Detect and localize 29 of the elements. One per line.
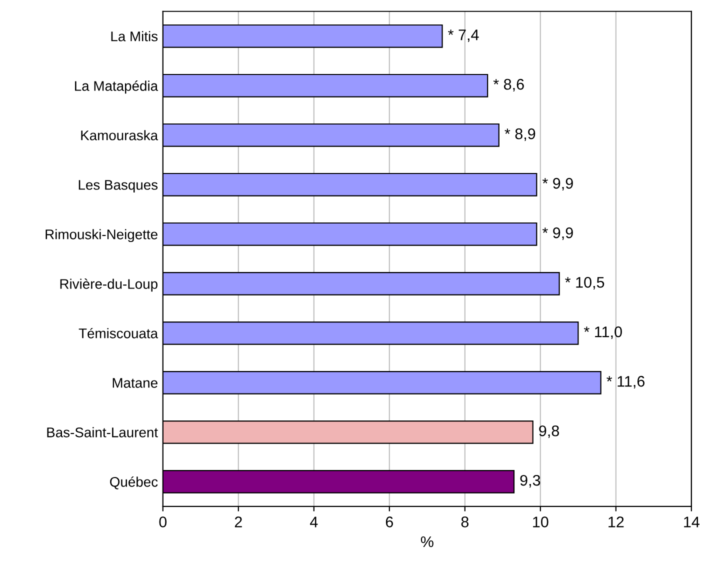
y-tick-label: La Mitis — [111, 31, 158, 42]
data-label: * 9,9 — [542, 227, 573, 240]
y-tick-label: Kamouraska — [81, 130, 158, 140]
y-tick-label: Témiscouata — [78, 328, 158, 338]
x-tick-label: 8 — [461, 516, 468, 528]
data-label: * 8,6 — [493, 78, 524, 92]
data-label: * 11,0 — [584, 326, 622, 340]
x-tick-label: 4 — [310, 516, 318, 528]
data-label: * 11,6 — [606, 376, 644, 389]
x-tick-label: 10 — [533, 516, 548, 528]
data-label: * 9,9 — [542, 178, 573, 191]
data-label: 9,3 — [520, 474, 540, 488]
data-label: * 10,5 — [565, 276, 604, 290]
data-label: * 8,9 — [504, 128, 536, 142]
x-tick-label: 14 — [684, 516, 700, 528]
y-tick-label: Rivière-du-Loup — [60, 278, 158, 292]
x-tick-label: 12 — [608, 516, 624, 528]
y-tick-label: Québec — [110, 476, 158, 490]
y-tick-label: Matane — [112, 378, 158, 388]
x-axis-title: % — [420, 536, 434, 548]
x-tick-label: 0 — [159, 516, 167, 528]
y-tick-label: Rimouski-Neigette — [46, 229, 158, 242]
x-tick-label: 2 — [234, 516, 242, 528]
data-label: 9,8 — [539, 425, 559, 438]
y-tick-label: Les Basques — [78, 180, 158, 193]
y-tick-label: La Matapédia — [75, 80, 158, 94]
x-tick-label: 6 — [386, 516, 393, 528]
y-tick-label: Bas-Saint-Laurent — [47, 427, 158, 438]
data-label: * 7,4 — [448, 30, 479, 42]
